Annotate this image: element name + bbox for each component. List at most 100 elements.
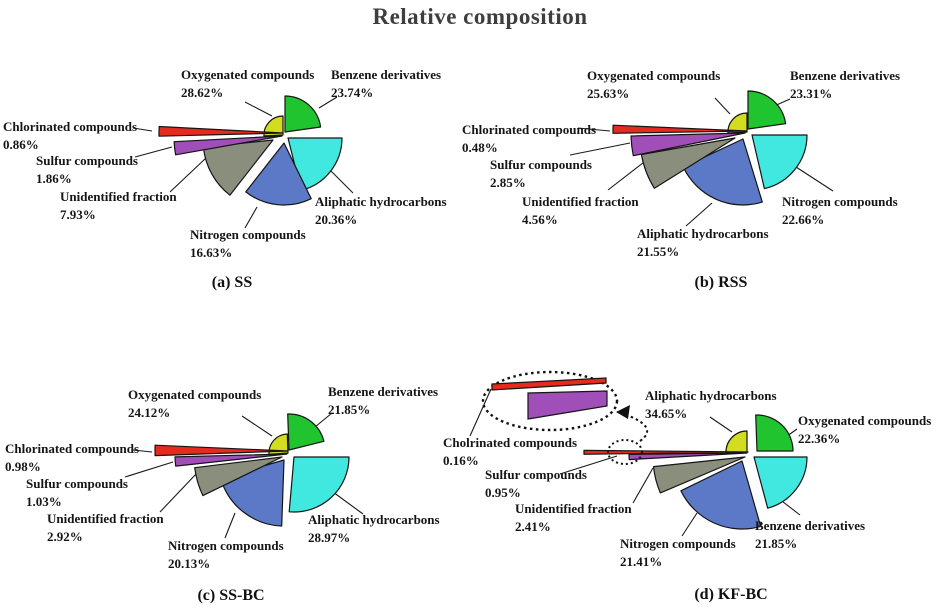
slice-label-name: Sulfur compounds: [485, 467, 587, 482]
slice-label-unidentified-fraction-d: Unidentified fraction 2.41%: [515, 500, 632, 536]
pie-slice-sulfur-compounds-d: [628, 452, 748, 461]
slice-label-name: Oxygenated compounds: [587, 68, 721, 83]
slice-label-percent: 1.03%: [26, 494, 62, 509]
leader-line-aliphatic-hydrocarbons-c: [332, 491, 364, 515]
pie-slice-oxygenated-compounds-a: [263, 115, 284, 137]
leader-line-oxygenated-compounds-a: [244, 101, 273, 117]
slice-label-nitrogen-compounds-b: Nitrogen compounds 22.66%: [782, 193, 898, 229]
leader-line-oxygenated-compounds-c: [241, 415, 273, 437]
leader-line-sulfur-compounds-c: [124, 461, 174, 478]
slice-label-name: Benzene derivatives: [331, 67, 442, 82]
leader-line-chlorinated-compounds-a: [132, 127, 153, 132]
slice-label-name: Nitrogen compounds: [620, 536, 736, 551]
pie-chart-a: [132, 95, 354, 229]
slice-label-nitrogen-compounds-d: Nitrogen compounds 21.41%: [620, 535, 736, 571]
magnified-sulfur-slice: [527, 390, 608, 420]
slice-label-name: Chlorinated compounds: [462, 122, 596, 137]
leader-line-unidentified-fraction-d: [632, 467, 654, 504]
slice-label-benzene-derivatives-d: Benzene derivatives 21.85%: [755, 517, 865, 553]
slice-label-benzene-derivatives-b: Benzene derivatives 23.31%: [790, 67, 900, 103]
magnifier-ellipse: [481, 370, 619, 432]
slice-label-nitrogen-compounds-c: Nitrogen compounds 20.13%: [168, 537, 284, 573]
slice-label-unidentified-fraction-b: Unidentified fraction 4.56%: [522, 193, 639, 229]
slice-label-percent: 1.86%: [36, 171, 72, 186]
slice-label-unidentified-fraction-a: Unidentified fraction 7.93%: [60, 188, 177, 224]
slice-label-sulfur-compounds-a: Sulfur compounds 1.86%: [36, 152, 138, 188]
pie-slice-benzene-derivatives-c: [287, 413, 325, 451]
slice-label-name: Unidentified fraction: [60, 189, 177, 204]
slice-label-cholrinated-compounds-d: Cholrinated compounds 0.16%: [443, 434, 577, 470]
slice-label-percent: 23.31%: [790, 86, 833, 101]
slice-label-name: Cholrinated compounds: [443, 435, 577, 450]
pie-slice-sulfur-compounds-c: [174, 453, 288, 467]
leader-line-sulfur-compounds-d: [559, 455, 618, 475]
pie-chart-c: [124, 412, 364, 539]
slice-label-benzene-derivatives-a: Benzene derivatives 23.74%: [331, 66, 441, 102]
slice-label-name: Sulfur compounds: [490, 157, 592, 172]
pie-chart-d: [469, 370, 808, 537]
slice-label-name: Unidentified fraction: [515, 501, 632, 516]
pie-slice-unidentified-fraction-d: [652, 456, 746, 494]
leader-line-oxygenated-compounds-b: [714, 97, 731, 115]
slice-label-name: Sulfur compounds: [36, 153, 138, 168]
slice-label-percent: 21.41%: [620, 554, 663, 569]
pie-slice-benzene-derivatives-d: [753, 456, 808, 509]
leader-line-nitrogen-compounds-d: [681, 512, 698, 537]
slice-label-name: Aliphatic hydrocarbons: [637, 226, 769, 241]
slice-label-percent: 20.13%: [168, 556, 211, 571]
slice-label-name: Unidentified fraction: [47, 511, 164, 526]
magnifier-arrow: [623, 413, 649, 442]
chart-caption-c: (c) SS-BC: [197, 587, 265, 604]
pie-slice-oxygenated-compounds-c: [268, 433, 289, 455]
leader-line-cholrinated-compounds-d: [469, 388, 492, 437]
leader-line-nitrogen-compounds-c: [224, 512, 236, 539]
slice-label-oxygenated-compounds-d: Oxygenated compounds 22.36%: [798, 412, 931, 448]
pie-slice-sulfur-compounds-b: [630, 132, 746, 157]
slice-label-nitrogen-compounds-a: Nitrogen compounds 16.63%: [190, 226, 306, 262]
leader-line-aliphatic-hydrocarbons-b: [685, 202, 713, 227]
slice-label-percent: 28.62%: [181, 85, 224, 100]
slice-label-oxygenated-compounds-c: Oxygenated compounds 24.12%: [128, 386, 261, 422]
slice-label-chlorinated-compounds-a: Chlorinated compounds 0.86%: [3, 118, 137, 154]
chart-caption-b: (b) RSS: [694, 274, 748, 291]
leader-line-sulfur-compounds-b: [569, 142, 631, 156]
slice-label-name: Nitrogen compounds: [168, 538, 284, 553]
slice-label-aliphatic-hydrocarbons-c: Aliphatic hydrocarbons 28.97%: [308, 511, 440, 547]
slice-label-percent: 0.48%: [462, 140, 498, 155]
pie-slice-nitrogen-compounds-a: [245, 142, 312, 206]
slice-label-percent: 2.85%: [490, 175, 526, 190]
slice-label-percent: 24.12%: [128, 405, 171, 420]
slice-label-percent: 7.93%: [60, 207, 96, 222]
pie-slice-benzene-derivatives-b: [747, 90, 787, 130]
slice-label-name: Nitrogen compounds: [190, 227, 306, 242]
slice-label-unidentified-fraction-c: Unidentified fraction 2.92%: [47, 510, 164, 546]
slice-label-percent: 0.86%: [3, 137, 39, 152]
slice-label-percent: 0.95%: [485, 485, 521, 500]
pie-slice-chlorinated-compounds-c: [154, 444, 289, 457]
slice-label-name: Oxygenated compounds: [798, 413, 932, 428]
pie-slice-aliphatic-hydrocarbons-c: [288, 456, 350, 513]
slice-label-oxygenated-compounds-b: Oxygenated compounds 25.63%: [587, 67, 720, 103]
slice-label-percent: 21.55%: [637, 244, 680, 259]
slice-label-percent: 2.92%: [47, 529, 83, 544]
leader-line-unidentified-fraction-b: [607, 158, 649, 191]
magnifier-callout: [481, 370, 649, 465]
slice-label-percent: 22.66%: [782, 212, 825, 227]
slice-label-percent: 28.97%: [308, 530, 351, 545]
slice-label-percent: 20.36%: [315, 212, 358, 227]
leader-line-aliphatic-hydrocarbons-d: [709, 416, 733, 433]
slice-label-percent: 2.41%: [515, 519, 551, 534]
slice-label-name: Benzene derivatives: [328, 384, 439, 399]
pie-slice-aliphatic-hydrocarbons-b: [682, 138, 763, 206]
slice-label-aliphatic-hydrocarbons-a: Aliphatic hydrocarbons 20.36%: [315, 193, 447, 229]
slice-label-percent: 21.85%: [755, 536, 798, 551]
slice-label-percent: 21.85%: [328, 402, 371, 417]
slice-label-name: Unidentified fraction: [522, 194, 639, 209]
leader-line-sulfur-compounds-a: [134, 146, 173, 158]
leader-line-unidentified-fraction-c: [159, 472, 198, 513]
pie-slice-benzene-derivatives-a: [284, 95, 322, 133]
figure-title: Relative composition: [372, 4, 588, 29]
chart-caption-d: (d) KF-BC: [694, 586, 768, 603]
slice-label-sulfur-compounds-b: Sulfur compounds 2.85%: [490, 156, 592, 192]
